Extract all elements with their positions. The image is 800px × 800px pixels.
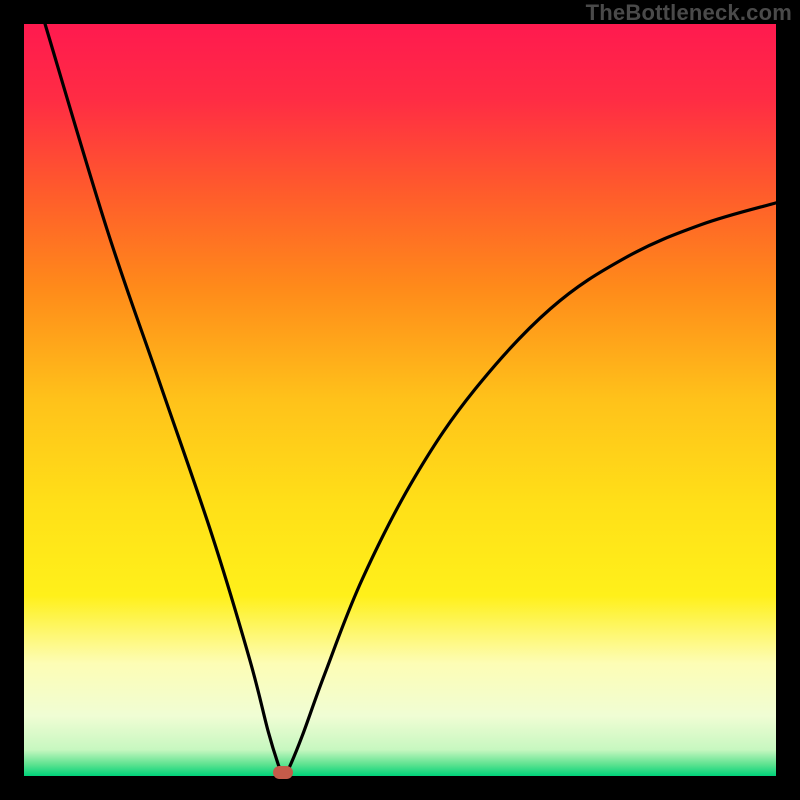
bottleneck-curve (24, 24, 776, 776)
chart-container: TheBottleneck.com (0, 0, 800, 800)
plot-area (24, 24, 776, 776)
optimum-marker (273, 766, 293, 779)
watermark-text: TheBottleneck.com (586, 0, 792, 26)
curve-path (45, 24, 776, 776)
